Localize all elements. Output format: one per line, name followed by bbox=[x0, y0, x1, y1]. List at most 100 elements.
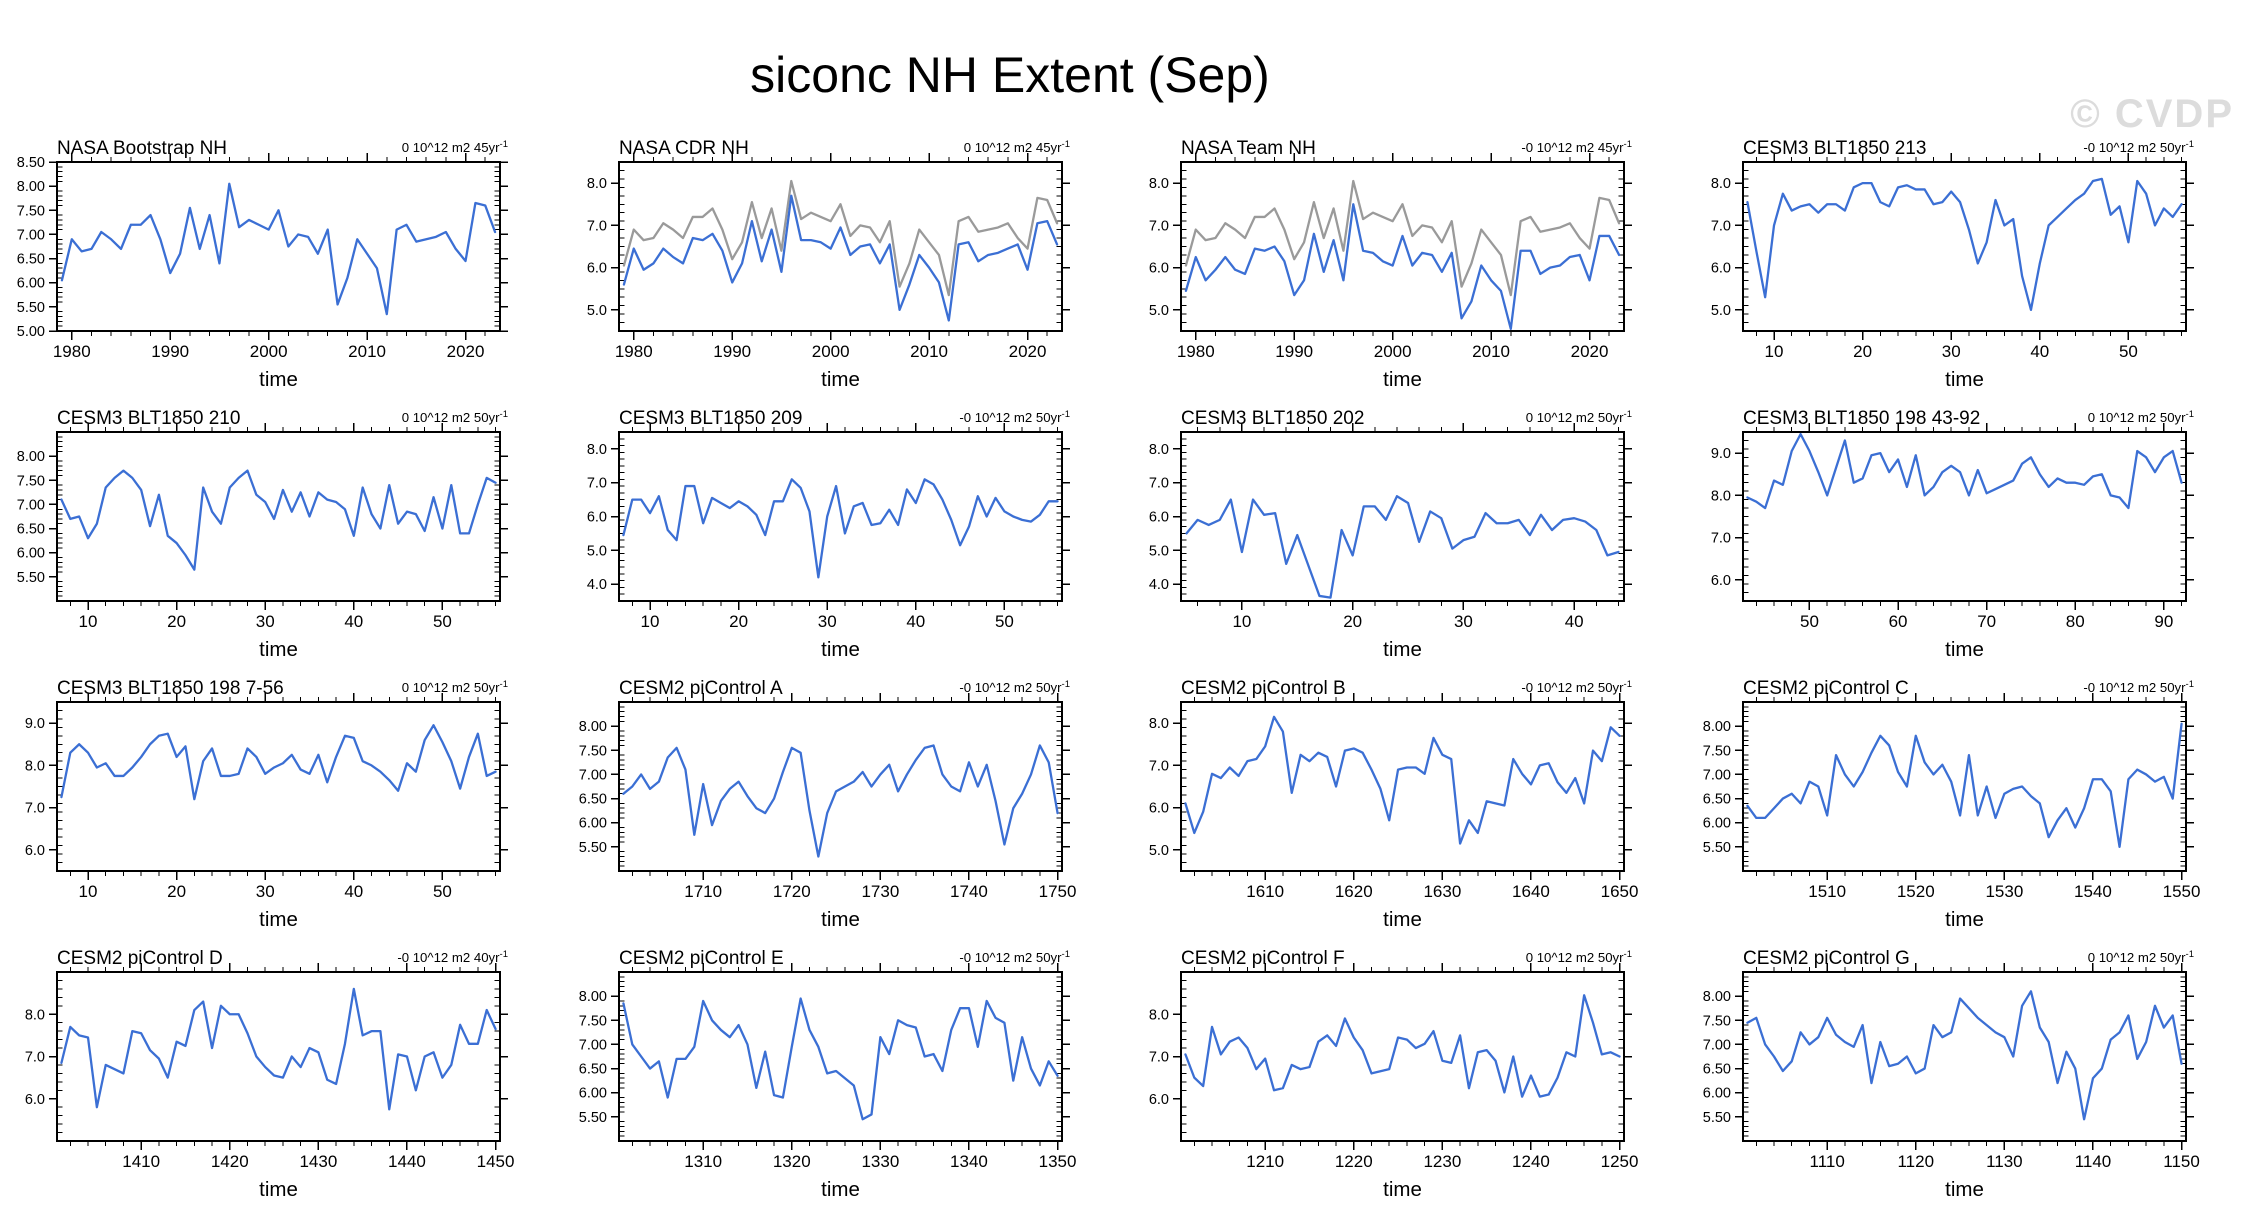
axes-ticks bbox=[1173, 153, 1632, 340]
subplot-title: CESM2 piControl E bbox=[619, 948, 784, 969]
time-axis-label: time bbox=[821, 368, 860, 391]
y-tick-label: 7.0 bbox=[1149, 758, 1169, 774]
y-tick-label: 6.0 bbox=[25, 843, 45, 859]
time-axis-label: time bbox=[1383, 368, 1422, 391]
y-tick-label: 5.00 bbox=[17, 324, 45, 340]
y-tick-label: 6.00 bbox=[17, 276, 45, 292]
chart-panel: CESM3 BLT1850 210 0 10^12 m2 50yr-1 5.50 6.… bbox=[0, 404, 562, 674]
data-line bbox=[1746, 990, 2183, 1121]
x-tick-label: 70 bbox=[1977, 612, 1996, 631]
chart-svg: CESM2 piControl D -0 10^12 m2 40yr-1 6.0 7.… bbox=[25, 948, 515, 1201]
data-line bbox=[60, 724, 497, 801]
y-tick-label: 8.50 bbox=[17, 155, 45, 171]
x-tick-label: 1720 bbox=[773, 882, 811, 901]
x-tick-label: 1420 bbox=[211, 1152, 249, 1171]
y-tick-label: 7.50 bbox=[1703, 1013, 1731, 1029]
chart-panel: CESM2 piControl F 0 10^12 m2 50yr-1 6.0 7.0… bbox=[1124, 944, 1686, 1214]
plot-box bbox=[56, 971, 501, 1142]
time-axis-label: time bbox=[259, 638, 298, 661]
plot-box bbox=[1180, 161, 1625, 332]
y-tick-label: 8.00 bbox=[17, 179, 45, 195]
y-tick-label: 6.50 bbox=[579, 792, 607, 808]
time-axis-label: time bbox=[259, 908, 298, 931]
x-tick-label: 10 bbox=[1232, 612, 1251, 631]
y-tick-label: 8.00 bbox=[1703, 989, 1731, 1005]
chart-svg: CESM2 piControl G 0 10^12 m2 50yr-1 5.50 6.… bbox=[1703, 948, 2200, 1201]
x-tick-label: 1630 bbox=[1423, 882, 1461, 901]
y-tick-label: 6.0 bbox=[1711, 261, 1731, 277]
x-tick-label: 20 bbox=[729, 612, 748, 631]
x-tick-label: 1430 bbox=[299, 1152, 337, 1171]
data-line bbox=[1746, 177, 2183, 312]
time-axis-label: time bbox=[821, 1178, 860, 1201]
x-tick-label: 2000 bbox=[812, 342, 850, 361]
axes-ticks bbox=[611, 963, 1070, 1150]
trend-annotation: -0 10^12 m2 50yr-1 bbox=[959, 949, 1070, 965]
subplot-title: CESM3 BLT1850 198 43-92 bbox=[1743, 408, 1980, 429]
x-tick-label: 1620 bbox=[1335, 882, 1373, 901]
y-tick-label: 5.0 bbox=[1149, 543, 1169, 559]
x-tick-label: 1350 bbox=[1039, 1152, 1077, 1171]
x-tick-label: 1740 bbox=[950, 882, 988, 901]
y-tick-label: 5.50 bbox=[579, 840, 607, 856]
x-tick-label: 90 bbox=[2154, 612, 2173, 631]
data-line bbox=[1746, 432, 2183, 510]
subplot-title: CESM2 piControl A bbox=[619, 678, 783, 699]
trend-annotation: -0 10^12 m2 50yr-1 bbox=[1521, 679, 1632, 695]
data-line bbox=[622, 179, 1059, 297]
x-tick-label: 1730 bbox=[861, 882, 899, 901]
chart-svg: CESM3 BLT1850 202 0 10^12 m2 50yr-1 4.0 5.0… bbox=[1149, 408, 1632, 661]
x-tick-label: 30 bbox=[256, 882, 275, 901]
x-tick-label: 2020 bbox=[1009, 342, 1047, 361]
y-tick-label: 8.0 bbox=[587, 176, 607, 192]
axes-ticks bbox=[1173, 423, 1632, 610]
plot-box bbox=[1742, 701, 2187, 872]
plot-box bbox=[1742, 161, 2187, 332]
x-tick-label: 40 bbox=[344, 882, 363, 901]
x-tick-label: 1640 bbox=[1512, 882, 1550, 901]
trend-annotation: -0 10^12 m2 50yr-1 bbox=[959, 679, 1070, 695]
x-tick-label: 1230 bbox=[1423, 1152, 1461, 1171]
y-tick-label: 8.00 bbox=[17, 449, 45, 465]
x-tick-label: 1210 bbox=[1246, 1152, 1284, 1171]
x-tick-label: 20 bbox=[1343, 612, 1362, 631]
y-tick-label: 4.0 bbox=[587, 577, 607, 593]
data-line bbox=[1184, 715, 1621, 845]
y-tick-label: 4.0 bbox=[1149, 577, 1169, 593]
subplot-title: CESM2 piControl D bbox=[57, 948, 223, 969]
data-line bbox=[1185, 495, 1620, 599]
plot-box bbox=[56, 161, 501, 332]
y-tick-label: 7.50 bbox=[17, 473, 45, 489]
y-tick-label: 6.0 bbox=[25, 1092, 45, 1108]
subplot-title: CESM3 BLT1850 198 7-56 bbox=[57, 678, 284, 699]
chart-svg: NASA Team NH -0 10^12 m2 45yr-1 5.0 6.0 7.0 8… bbox=[1149, 138, 1632, 391]
trend-annotation: -0 10^12 m2 40yr-1 bbox=[397, 949, 508, 965]
y-tick-label: 7.00 bbox=[579, 1037, 607, 1053]
y-tick-label: 8.0 bbox=[1149, 716, 1169, 732]
chart-svg: NASA CDR NH 0 10^12 m2 45yr-1 5.0 6.0 7.0 8.0… bbox=[587, 138, 1070, 391]
axes-ticks bbox=[1735, 423, 2194, 610]
y-tick-label: 7.0 bbox=[1149, 476, 1169, 492]
x-tick-label: 1530 bbox=[1985, 882, 2023, 901]
time-axis-label: time bbox=[1945, 908, 1984, 931]
time-axis-label: time bbox=[259, 368, 298, 391]
x-tick-label: 30 bbox=[818, 612, 837, 631]
y-tick-label: 7.0 bbox=[25, 801, 45, 817]
x-tick-label: 1510 bbox=[1808, 882, 1846, 901]
subplot-title: CESM3 BLT1850 213 bbox=[1743, 138, 1926, 159]
chart-svg: CESM3 BLT1850 213 -0 10^12 m2 50yr-1 5.0 6.… bbox=[1711, 138, 2194, 391]
axes-ticks bbox=[611, 153, 1070, 340]
data-line bbox=[1184, 994, 1621, 1098]
y-tick-label: 7.50 bbox=[579, 1013, 607, 1029]
y-tick-label: 6.0 bbox=[587, 510, 607, 526]
x-tick-label: 10 bbox=[79, 882, 98, 901]
y-tick-label: 8.00 bbox=[579, 989, 607, 1005]
y-tick-label: 7.50 bbox=[579, 743, 607, 759]
data-line bbox=[60, 987, 497, 1111]
time-axis-label: time bbox=[1383, 908, 1422, 931]
trend-annotation: -0 10^12 m2 50yr-1 bbox=[2083, 679, 2194, 695]
y-tick-label: 6.00 bbox=[579, 816, 607, 832]
chart-grid: NASA Bootstrap NH 0 10^12 m2 45yr-1 5.00 5.… bbox=[0, 134, 2248, 1214]
x-tick-label: 1980 bbox=[1177, 342, 1215, 361]
axes-ticks bbox=[49, 693, 508, 880]
